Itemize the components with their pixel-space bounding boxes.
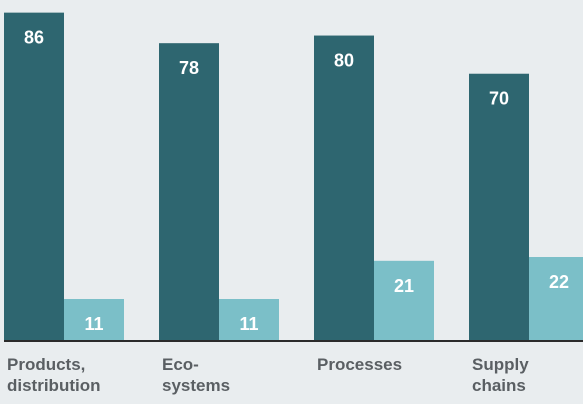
bar-series1-4 xyxy=(469,73,529,342)
value-label-series1-2: 78 xyxy=(179,58,199,78)
value-label-series2-4: 22 xyxy=(549,272,569,292)
category-label-1: Products, distribution xyxy=(7,355,100,395)
bar-series2-4 xyxy=(529,257,583,341)
value-label-series1-3: 80 xyxy=(334,51,354,71)
value-label-series2-1: 11 xyxy=(84,314,103,334)
bar-series1-3 xyxy=(314,35,374,341)
category-label-2: Eco-systems xyxy=(162,355,230,395)
bar-series1-2 xyxy=(159,43,219,341)
category-label-4: Supply chains xyxy=(472,355,529,395)
value-label-series2-3: 21 xyxy=(394,276,414,296)
value-label-series2-2: 11 xyxy=(239,314,258,334)
value-label-series1-4: 70 xyxy=(489,89,509,109)
bar-series2-2 xyxy=(219,299,279,341)
category-label-3: Processes xyxy=(317,355,402,374)
bar-series2-1 xyxy=(64,299,124,341)
bar-series1-1 xyxy=(4,12,64,342)
bar-series2-3 xyxy=(374,260,434,341)
value-label-series1-1: 86 xyxy=(24,28,44,48)
